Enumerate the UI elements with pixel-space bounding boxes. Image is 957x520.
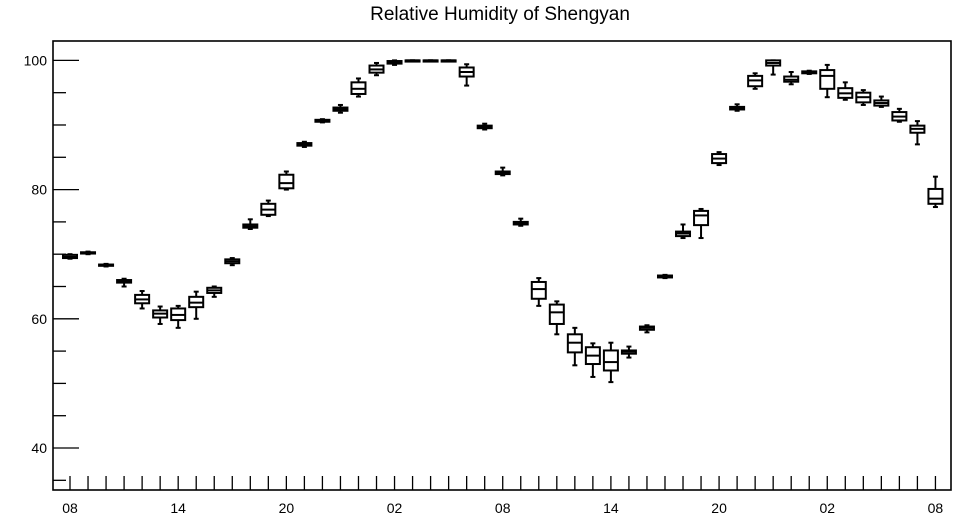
x-tick-label: 14	[170, 500, 186, 516]
box	[909, 120, 926, 146]
x-tick-label: 02	[819, 500, 835, 516]
box	[134, 290, 151, 310]
box	[188, 290, 205, 320]
box-body	[693, 209, 710, 227]
box	[242, 218, 259, 230]
box	[386, 59, 403, 66]
box	[927, 175, 944, 209]
box-body	[548, 303, 565, 325]
box	[566, 326, 583, 367]
box	[296, 140, 313, 148]
box	[440, 59, 457, 63]
y-tick-label: 80	[31, 182, 47, 198]
boxes	[62, 59, 944, 384]
box	[224, 257, 241, 267]
axes	[52, 40, 952, 491]
box	[80, 250, 97, 256]
box	[278, 170, 295, 191]
box	[404, 59, 421, 63]
box	[332, 103, 349, 114]
box	[314, 118, 331, 124]
box	[170, 304, 187, 329]
box	[783, 71, 800, 86]
box	[602, 341, 619, 384]
box	[711, 151, 728, 167]
box	[891, 107, 908, 123]
box	[530, 277, 547, 307]
chart-title: Relative Humidity of Shengyan	[370, 4, 630, 25]
box	[747, 72, 764, 90]
x-tick-label: 20	[711, 500, 727, 516]
box	[620, 345, 637, 359]
box	[260, 199, 277, 218]
x-tick-label: 14	[603, 500, 619, 516]
box	[819, 63, 836, 99]
box	[584, 342, 601, 378]
box-body	[602, 349, 619, 372]
box	[837, 81, 854, 101]
box-body	[530, 280, 547, 300]
x-tick-label: 08	[928, 500, 944, 516]
x-tick-label: 02	[387, 500, 403, 516]
box	[765, 59, 782, 76]
box	[206, 285, 223, 298]
box	[693, 207, 710, 240]
box	[656, 273, 673, 280]
x-tick-label: 20	[279, 500, 295, 516]
box	[494, 166, 511, 177]
box	[512, 217, 529, 227]
tick-labels: 40 60 80 100 08 14 20 02 08 14 20 02 08	[24, 52, 944, 516]
box-body	[278, 173, 295, 190]
box	[873, 95, 890, 108]
y-tick-label: 60	[31, 311, 47, 327]
box	[350, 77, 367, 98]
box	[675, 223, 692, 240]
x-tick-label: 08	[495, 500, 511, 516]
box	[855, 89, 872, 106]
box	[729, 103, 746, 112]
y-tick-label: 40	[31, 440, 47, 456]
box	[458, 63, 475, 87]
box	[548, 300, 565, 336]
box	[638, 324, 655, 334]
box-body	[927, 187, 944, 205]
box-body	[819, 69, 836, 90]
box	[98, 262, 115, 268]
plot-frame	[52, 40, 952, 491]
box	[152, 305, 169, 325]
x-tick-label: 08	[62, 500, 78, 516]
box	[116, 277, 133, 288]
box	[476, 122, 493, 131]
y-tick-label: 100	[24, 52, 48, 68]
box	[62, 253, 78, 260]
box	[368, 61, 385, 77]
box	[801, 69, 818, 75]
box	[422, 59, 439, 63]
